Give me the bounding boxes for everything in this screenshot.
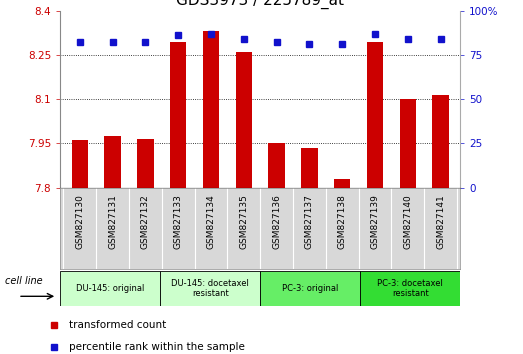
- Text: GSM827132: GSM827132: [141, 194, 150, 249]
- Bar: [170, 42, 186, 188]
- Bar: [360, 271, 460, 306]
- Text: GSM827133: GSM827133: [174, 194, 183, 249]
- Text: GSM827134: GSM827134: [207, 194, 215, 249]
- Bar: [260, 271, 360, 306]
- Text: GSM827137: GSM827137: [305, 194, 314, 249]
- Text: GSM827131: GSM827131: [108, 194, 117, 249]
- Text: GSM827138: GSM827138: [338, 194, 347, 249]
- Text: DU-145: docetaxel
resistant: DU-145: docetaxel resistant: [171, 279, 249, 298]
- Text: PC-3: original: PC-3: original: [282, 284, 338, 293]
- Bar: [235, 52, 252, 188]
- Text: PC-3: docetaxel
resistant: PC-3: docetaxel resistant: [377, 279, 443, 298]
- Bar: [160, 271, 260, 306]
- Bar: [268, 143, 285, 188]
- Bar: [433, 95, 449, 188]
- Text: transformed count: transformed count: [69, 320, 166, 330]
- Text: GSM827141: GSM827141: [436, 194, 445, 249]
- Bar: [334, 179, 350, 188]
- Title: GDS3973 / 225789_at: GDS3973 / 225789_at: [176, 0, 344, 9]
- Bar: [72, 141, 88, 188]
- Text: GSM827136: GSM827136: [272, 194, 281, 249]
- Text: GSM827140: GSM827140: [403, 194, 412, 249]
- Text: GSM827139: GSM827139: [370, 194, 380, 249]
- Bar: [60, 271, 160, 306]
- Bar: [301, 148, 317, 188]
- Text: GSM827135: GSM827135: [240, 194, 248, 249]
- Bar: [105, 136, 121, 188]
- Text: GSM827130: GSM827130: [75, 194, 84, 249]
- Text: percentile rank within the sample: percentile rank within the sample: [69, 342, 245, 352]
- Bar: [367, 42, 383, 188]
- Bar: [137, 139, 154, 188]
- Bar: [400, 99, 416, 188]
- Text: cell line: cell line: [5, 276, 42, 286]
- Text: DU-145: original: DU-145: original: [76, 284, 144, 293]
- Bar: [203, 31, 219, 188]
